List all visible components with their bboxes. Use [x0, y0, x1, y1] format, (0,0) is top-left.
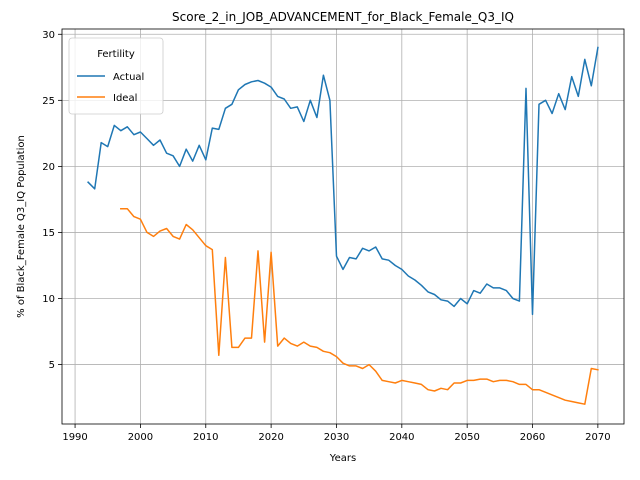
legend: Fertility Actual Ideal [68, 37, 164, 115]
plot-frame [61, 28, 625, 425]
legend-label-ideal: Ideal [113, 93, 137, 104]
y-tick-label: 30 [42, 30, 55, 41]
x-axis-label: Years [329, 453, 356, 464]
x-tick-label: 2010 [193, 432, 218, 443]
x-tick-label: 2060 [520, 432, 545, 443]
legend-items: Actual Ideal [77, 72, 144, 104]
x-axis-ticks: 1990 2000 2010 2020 2030 2040 2050 2060 2070 [62, 424, 611, 443]
y-tick-label: 10 [42, 294, 55, 305]
legend-label-actual: Actual [113, 72, 144, 83]
chart-title: Score_2_in_JOB_ADVANCEMENT_for_Black_Fem… [172, 10, 514, 24]
y-tick-label: 15 [42, 228, 55, 239]
series-line-actual [87, 46, 599, 316]
legend-box [68, 37, 164, 115]
x-tick-label: 2020 [258, 432, 283, 443]
x-tick-label: 2070 [585, 432, 610, 443]
y-tick-label: 20 [42, 162, 55, 173]
x-tick-label: 1990 [62, 432, 87, 443]
series-line-ideal [120, 207, 599, 405]
x-tick-label: 2050 [454, 432, 479, 443]
y-tick-label: 5 [49, 360, 55, 371]
series-lines [87, 46, 599, 405]
x-tick-label: 2000 [128, 432, 153, 443]
legend-title: Fertility [97, 49, 135, 60]
y-axis-ticks: 5 10 15 20 25 30 [42, 30, 62, 371]
x-tick-label: 2040 [389, 432, 414, 443]
grid [62, 29, 624, 424]
x-tick-label: 2030 [324, 432, 349, 443]
y-axis-label: % of Black_Female Q3_IQ Population [16, 135, 27, 318]
y-tick-label: 25 [42, 96, 55, 107]
